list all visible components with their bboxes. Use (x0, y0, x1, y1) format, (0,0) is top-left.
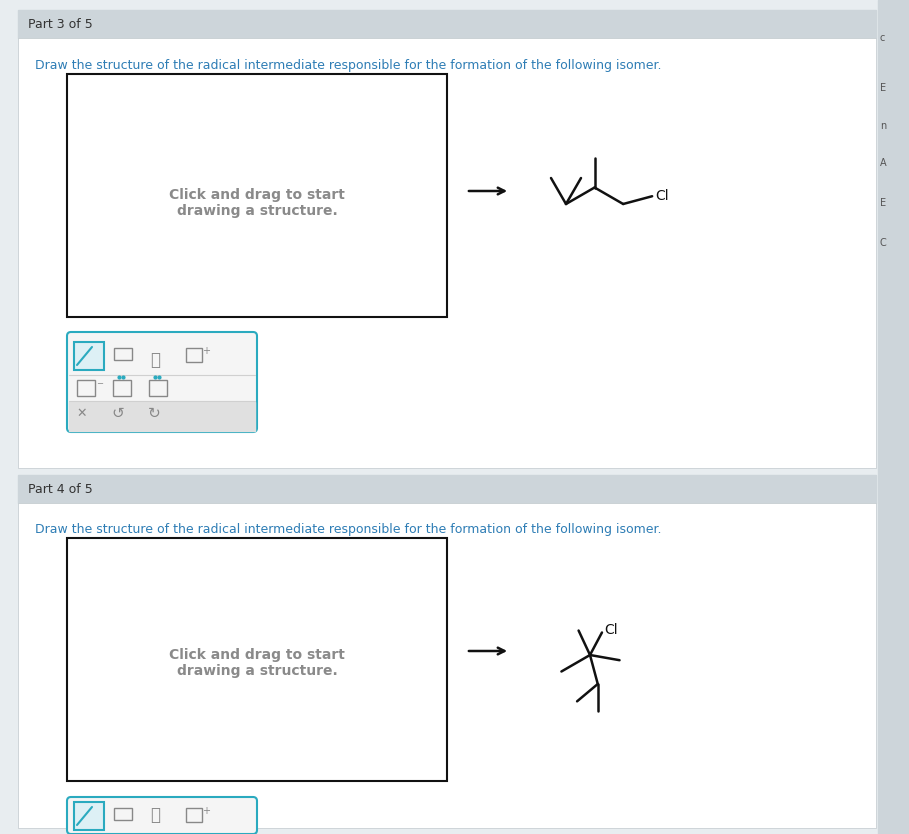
Bar (18, 10, 876, 38)
Bar (74, 802, 104, 830)
Text: +: + (202, 806, 210, 816)
Bar (69, 402, 255, 431)
Text: E: E (880, 83, 886, 93)
Text: drawing a structure.: drawing a structure. (176, 664, 337, 678)
Text: C: C (880, 238, 887, 248)
Text: A: A (880, 158, 886, 168)
Bar (18, 475, 876, 503)
Bar (18, 503, 876, 828)
Text: Draw the structure of the radical intermediate responsible for the formation of : Draw the structure of the radical interm… (35, 58, 662, 72)
Bar (114, 808, 132, 820)
Text: Click and drag to start: Click and drag to start (169, 648, 345, 662)
Text: Part 4 of 5: Part 4 of 5 (28, 483, 93, 495)
Bar (18, 38, 876, 468)
Text: Cl: Cl (655, 189, 669, 203)
Text: Click and drag to start: Click and drag to start (169, 188, 345, 202)
Text: ─: ─ (97, 378, 102, 387)
Bar (186, 808, 202, 822)
Text: ✕: ✕ (76, 406, 87, 420)
FancyBboxPatch shape (67, 797, 257, 834)
Bar (113, 380, 131, 396)
Bar (186, 348, 202, 362)
Bar (114, 348, 132, 360)
Text: ↻: ↻ (147, 405, 160, 420)
Text: c: c (880, 33, 885, 43)
Text: ✋: ✋ (150, 806, 160, 824)
FancyBboxPatch shape (67, 332, 257, 432)
Text: Cl: Cl (604, 624, 617, 637)
Bar (67, 74, 447, 317)
Bar (878, 0, 909, 834)
Bar (67, 538, 447, 781)
Text: +: + (202, 346, 210, 356)
Text: Part 3 of 5: Part 3 of 5 (28, 18, 93, 31)
Bar (149, 380, 167, 396)
Text: E: E (880, 198, 886, 208)
Text: drawing a structure.: drawing a structure. (176, 204, 337, 218)
Bar (77, 380, 95, 396)
Text: n: n (880, 121, 886, 131)
Text: Draw the structure of the radical intermediate responsible for the formation of : Draw the structure of the radical interm… (35, 522, 662, 535)
Bar (74, 342, 104, 370)
Text: ✋: ✋ (150, 351, 160, 369)
Text: ↺: ↺ (112, 405, 125, 420)
